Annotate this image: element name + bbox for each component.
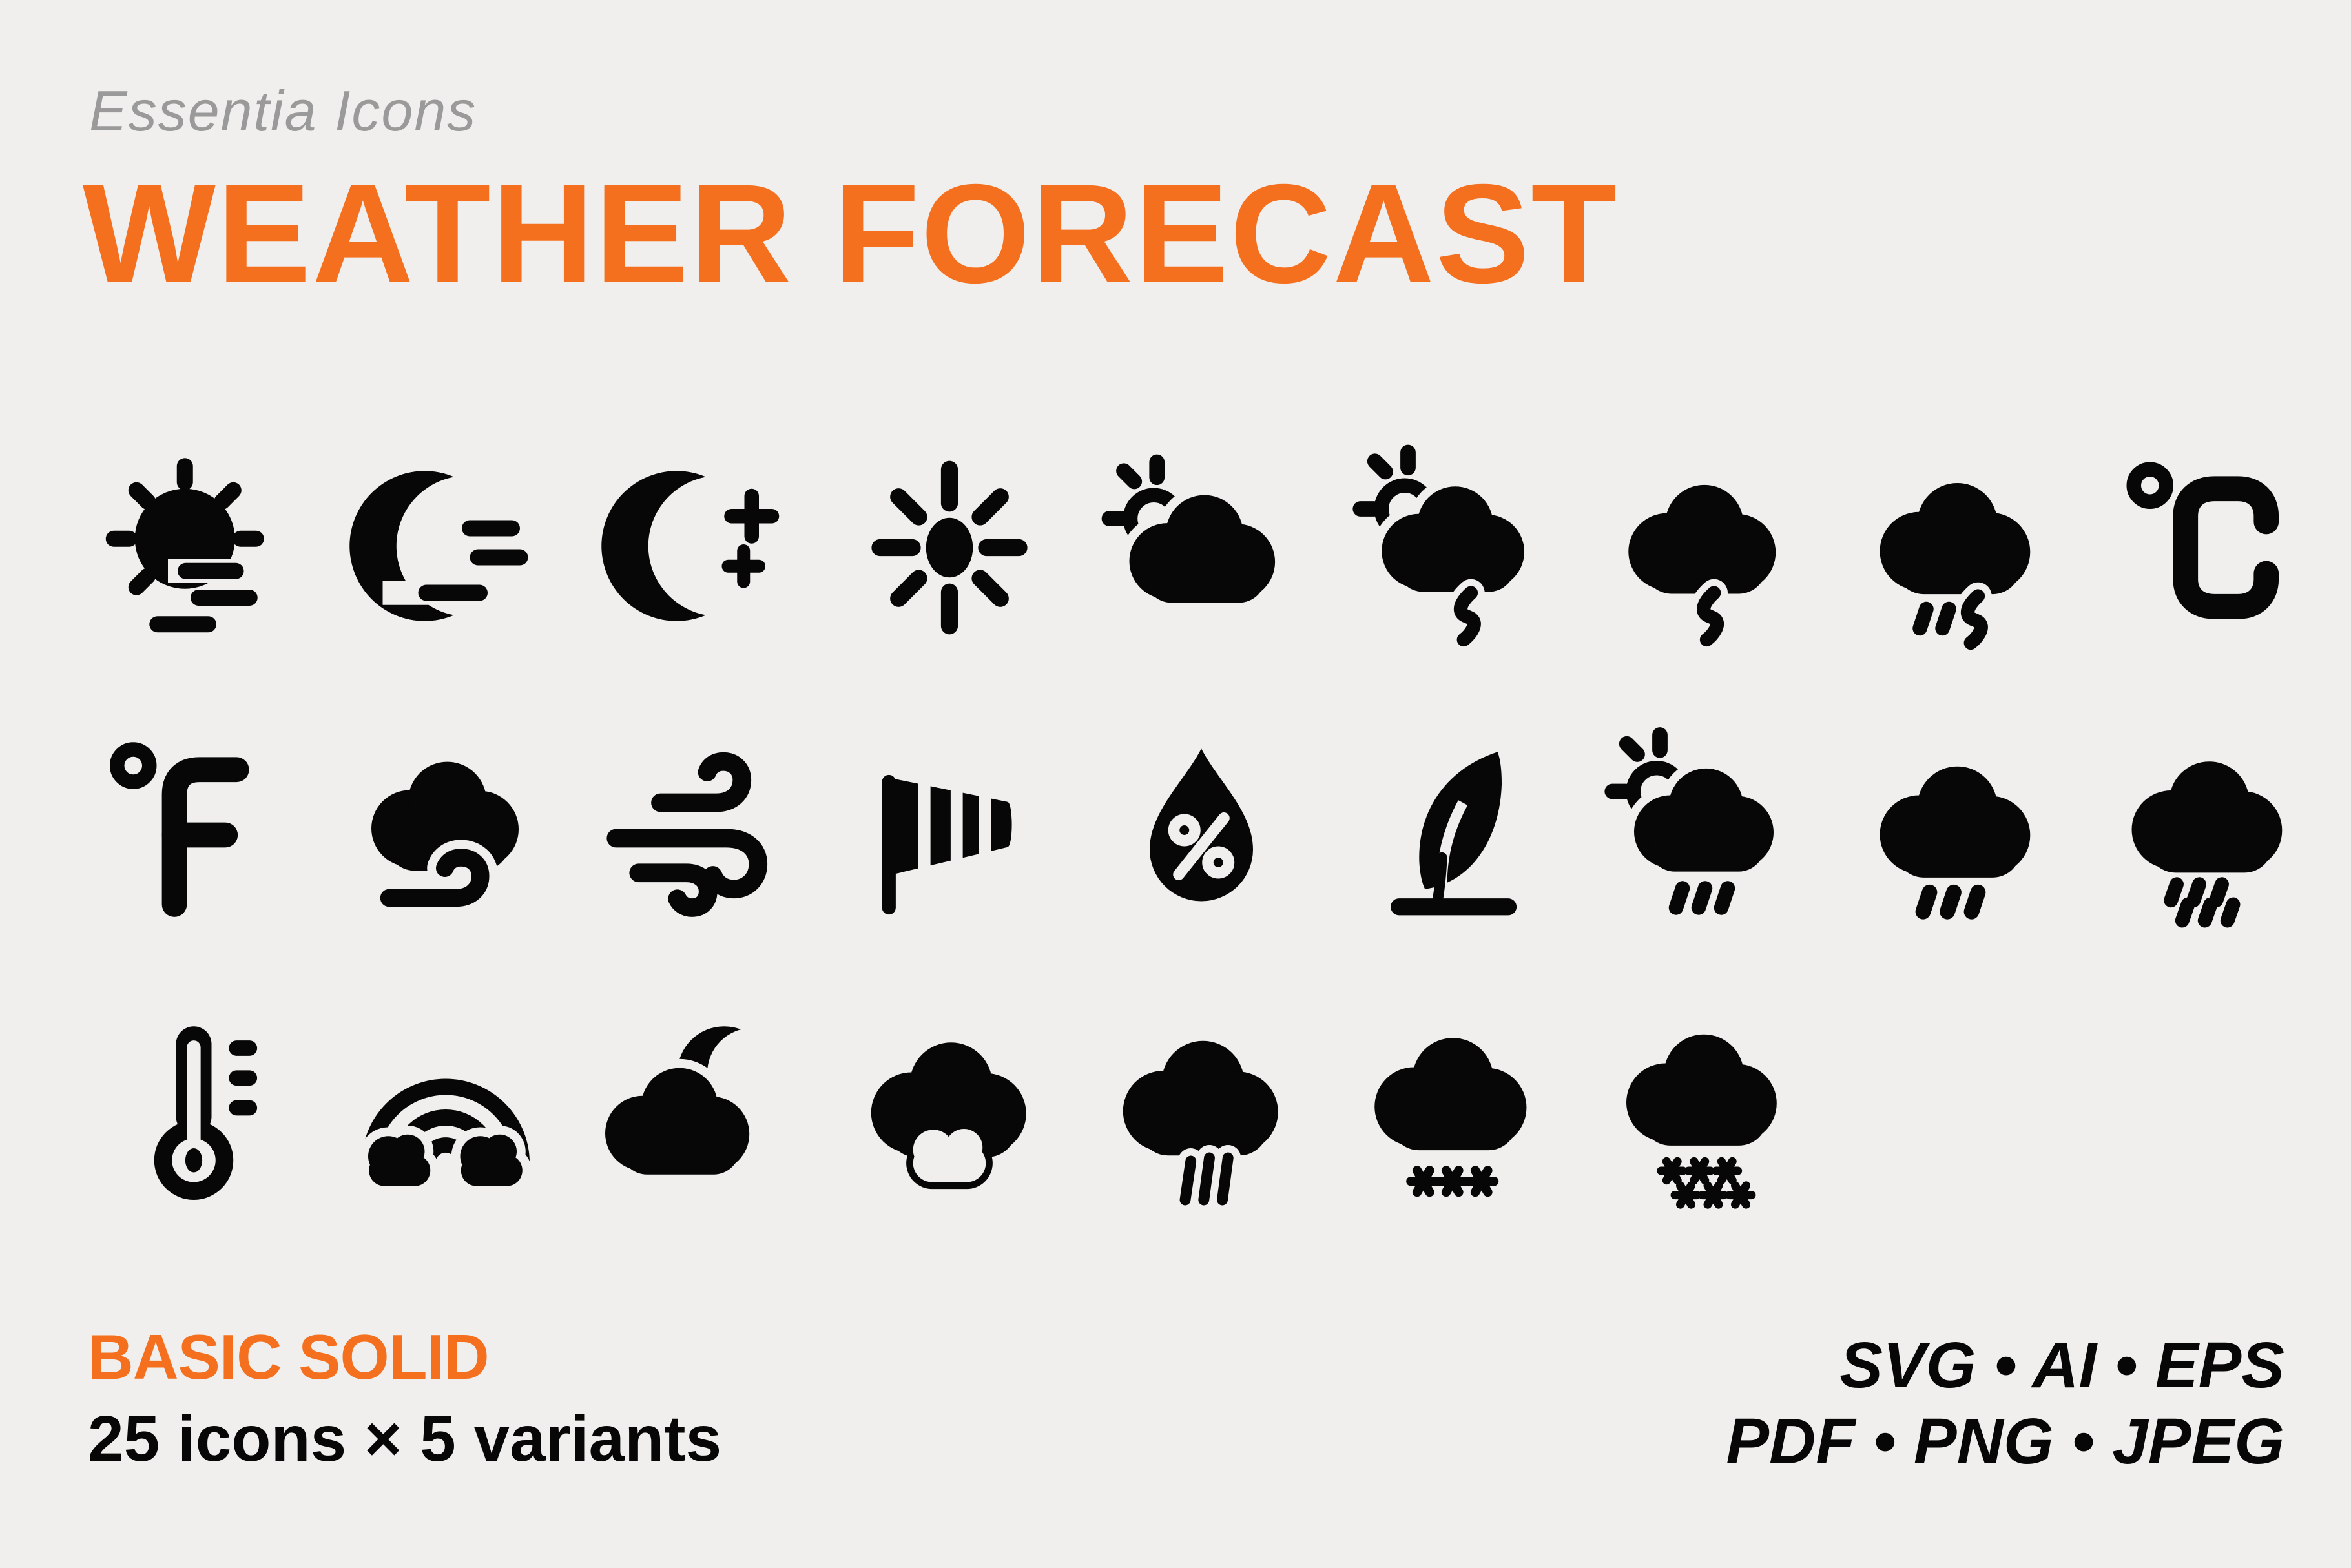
icon-count: 25 icons × 5 variants bbox=[88, 1403, 722, 1475]
cloud-lightning-icon bbox=[1628, 484, 1776, 654]
icon-thermometer bbox=[68, 1013, 320, 1294]
brand-name: Essentia Icons bbox=[89, 79, 477, 143]
icon-cloud-lightning bbox=[1579, 451, 1831, 732]
cloud-small-cloud-icon bbox=[871, 1042, 1026, 1190]
wind-icon bbox=[606, 752, 768, 917]
cloud-moon-icon bbox=[596, 1026, 798, 1184]
icon-sun-cloud bbox=[1075, 451, 1327, 732]
sun-haze-icon bbox=[105, 458, 264, 633]
cloud-snow-icon bbox=[1374, 1038, 1527, 1197]
icon-cloud-downpour bbox=[1075, 1013, 1327, 1294]
cloud-lightning-rain-icon bbox=[1880, 482, 2031, 657]
file-formats-line-2: PDF • PNG • JPEG bbox=[1726, 1405, 2284, 1478]
icon-wind bbox=[572, 732, 823, 1013]
icon-sun bbox=[823, 451, 1075, 732]
cloud-wind-icon bbox=[371, 761, 519, 916]
icon-windsock bbox=[823, 732, 1075, 1013]
icon-moon-stars bbox=[572, 451, 823, 732]
celsius-icon bbox=[2126, 462, 2279, 619]
sun-cloud-rain-icon bbox=[1604, 727, 1783, 915]
cloud-heavy-rain-icon bbox=[2131, 761, 2283, 928]
windsock-icon bbox=[882, 774, 1012, 915]
icon-cloud-heavy-snow bbox=[1579, 1013, 1831, 1294]
icon-fahrenheit bbox=[68, 732, 320, 1013]
variant-name: BASIC SOLID bbox=[88, 1321, 490, 1392]
icon-sun-cloud-lightning bbox=[1327, 444, 1579, 732]
feather-icon bbox=[1391, 752, 1517, 916]
icon-feather bbox=[1327, 732, 1579, 1013]
icon-celsius bbox=[2083, 451, 2335, 732]
thermometer-icon bbox=[154, 1026, 258, 1200]
cloud-downpour-icon bbox=[1123, 1040, 1278, 1213]
fahrenheit-icon bbox=[110, 742, 249, 917]
icon-rainbow-clouds bbox=[320, 1013, 572, 1294]
icon-cloud-wind bbox=[320, 732, 572, 1013]
icon-cloud-rain bbox=[1831, 732, 2083, 1013]
sun-icon bbox=[871, 460, 1028, 635]
cloud-heavy-snow-icon bbox=[1626, 1034, 1777, 1209]
file-formats-line-1: SVG • AI • EPS bbox=[1839, 1329, 2284, 1401]
icon-moon-haze bbox=[320, 451, 572, 732]
page-title: WEATHER FORECAST bbox=[83, 156, 1619, 313]
sun-cloud-lightning-icon bbox=[1352, 444, 1533, 654]
icon-cloud-snow bbox=[1327, 1013, 1579, 1294]
icon-sun-haze bbox=[68, 451, 320, 732]
icon-cloud-heavy-rain bbox=[2083, 732, 2335, 1013]
moon-stars-icon bbox=[601, 471, 789, 621]
icon-sun-cloud-rain bbox=[1579, 727, 1831, 1013]
icon-cloud-lightning-rain bbox=[1831, 451, 2083, 732]
sun-cloud-icon bbox=[1101, 454, 1285, 612]
humidity-drop-icon bbox=[1150, 748, 1253, 902]
moon-haze-icon bbox=[349, 471, 537, 621]
icon-cloud-small-cloud bbox=[823, 1013, 1075, 1294]
cloud-rain-icon bbox=[1880, 766, 2031, 920]
icon-grid bbox=[68, 444, 2335, 1294]
icon-humidity-drop bbox=[1075, 732, 1327, 1013]
icon-cloud-moon bbox=[572, 1013, 823, 1294]
rainbow-clouds-icon bbox=[359, 1078, 532, 1195]
